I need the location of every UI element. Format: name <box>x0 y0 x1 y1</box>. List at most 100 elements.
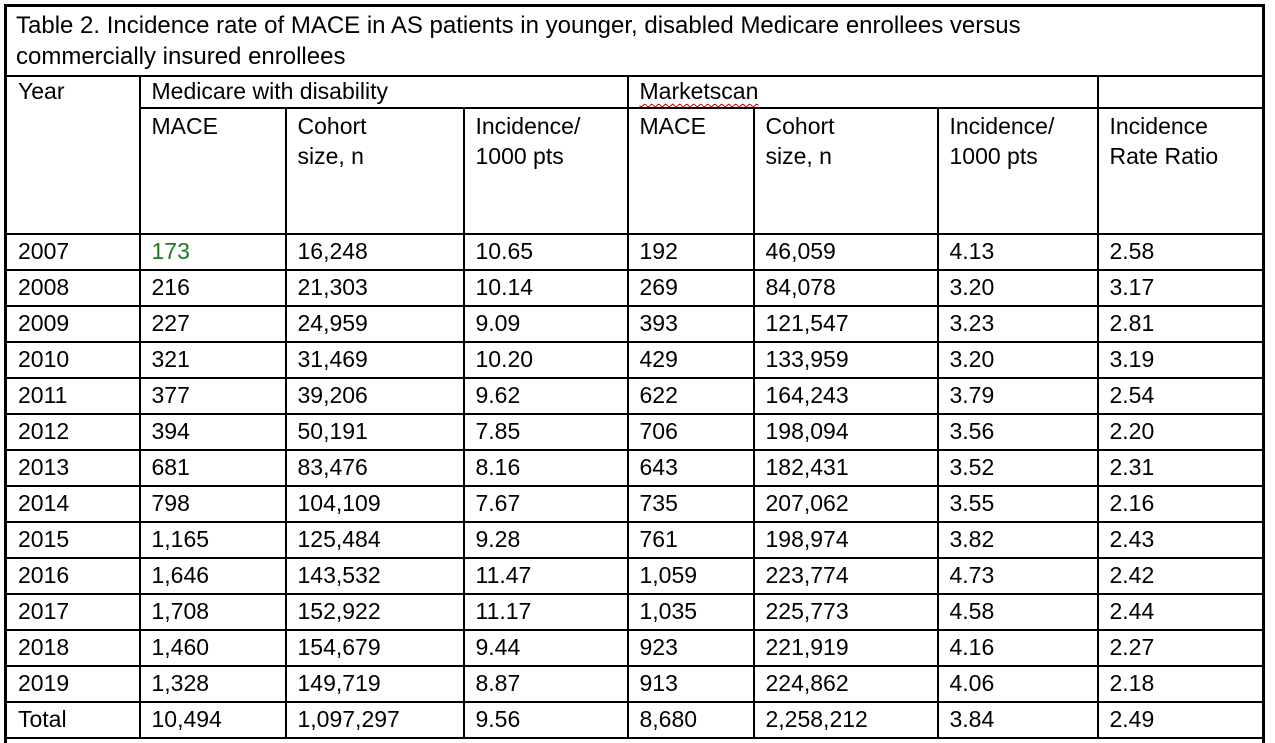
mace-marketscan-cell: 735 <box>626 485 755 523</box>
incidence-medicare-cell: 8.16 <box>462 449 629 487</box>
col-header-mace-medicare: MACE <box>138 107 287 235</box>
incidence-marketscan-cell: 3.84 <box>936 701 1099 739</box>
incidence-marketscan-cell: 3.23 <box>936 305 1099 343</box>
incidence-marketscan-cell: 4.13 <box>936 233 1099 271</box>
mace-medicare-cell: 394 <box>138 413 287 451</box>
year-cell: 2016 <box>4 557 141 595</box>
col-header-incidence-medicare: Incidence/ 1000 pts <box>462 107 629 235</box>
incidence-medicare-cell: 8.87 <box>462 665 629 703</box>
mace-medicare-cell: 1,646 <box>138 557 287 595</box>
incidence-medicare-cell: 9.28 <box>462 521 629 559</box>
mace-medicare-cell: 1,165 <box>138 521 287 559</box>
cohort-marketscan-cell: 221,919 <box>752 629 939 667</box>
incidence-medicare-cell: 11.17 <box>462 593 629 631</box>
cohort-medicare-cell: 125,484 <box>284 521 465 559</box>
table-row: 2008 216 21,303 10.14 269 84,078 3.20 3.… <box>4 269 1265 307</box>
incidence-medicare-cell: 10.65 <box>462 233 629 271</box>
cohort-marketscan-cell: 46,059 <box>752 233 939 271</box>
mace-medicare-cell: 10,494 <box>138 701 287 739</box>
mace-marketscan-cell: 761 <box>626 521 755 559</box>
incidence-marketscan-cell: 4.16 <box>936 629 1099 667</box>
table-row: 2009 227 24,959 9.09 393 121,547 3.23 2.… <box>4 305 1265 343</box>
incidence-rate-ratio-cell: 2.27 <box>1096 629 1265 667</box>
incidence-medicare-cell: 9.09 <box>462 305 629 343</box>
cohort-medicare-cell: 154,679 <box>284 629 465 667</box>
col-header-cohort-marketscan: Cohort size, n <box>752 107 939 235</box>
mace-marketscan-cell: 643 <box>626 449 755 487</box>
mace-marketscan-cell: 192 <box>626 233 755 271</box>
irr-header-spacer <box>1096 75 1265 109</box>
incidence-rate-ratio-cell: 2.18 <box>1096 665 1265 703</box>
mace-medicare-cell: 681 <box>138 449 287 487</box>
mace-medicare-cell: 377 <box>138 377 287 415</box>
cohort-marketscan-cell: 164,243 <box>752 377 939 415</box>
table-row: 2016 1,646 143,532 11.47 1,059 223,774 4… <box>4 557 1265 595</box>
incidence-marketscan-cell: 3.79 <box>936 377 1099 415</box>
year-cell: 2019 <box>4 665 141 703</box>
incidence-rate-ratio-cell: 2.54 <box>1096 377 1265 415</box>
cohort-medicare-cell: 1,097,297 <box>284 701 465 739</box>
cohort-medicare-cell: 16,248 <box>284 233 465 271</box>
table-row: 2010 321 31,469 10.20 429 133,959 3.20 3… <box>4 341 1265 379</box>
year-cell: 2018 <box>4 629 141 667</box>
table-row: 2007 173 16,248 10.65 192 46,059 4.13 2.… <box>4 233 1265 271</box>
incidence-rate-ratio-cell: 2.43 <box>1096 521 1265 559</box>
table-row: 2012 394 50,191 7.85 706 198,094 3.56 2.… <box>4 413 1265 451</box>
mace-marketscan-cell: 706 <box>626 413 755 451</box>
title-row: Table 2. Incidence rate of MACE in AS pa… <box>4 4 1265 77</box>
cohort-marketscan-cell: 207,062 <box>752 485 939 523</box>
incidence-marketscan-cell: 3.82 <box>936 521 1099 559</box>
col-header-incidence-marketscan: Incidence/ 1000 pts <box>936 107 1099 235</box>
table-footnote: AS: axial spondyloarthritis; MACE: major… <box>4 737 1265 743</box>
incidence-rate-ratio-cell: 2.44 <box>1096 593 1265 631</box>
table-row: 2014 798 104,109 7.67 735 207,062 3.55 2… <box>4 485 1265 523</box>
cohort-medicare-cell: 31,469 <box>284 341 465 379</box>
incidence-medicare-cell: 7.67 <box>462 485 629 523</box>
incidence-rate-ratio-cell: 2.16 <box>1096 485 1265 523</box>
incidence-marketscan-cell: 4.58 <box>936 593 1099 631</box>
cohort-medicare-cell: 39,206 <box>284 377 465 415</box>
incidence-medicare-cell: 10.14 <box>462 269 629 307</box>
table-row: 2013 681 83,476 8.16 643 182,431 3.52 2.… <box>4 449 1265 487</box>
incidence-medicare-cell: 9.56 <box>462 701 629 739</box>
mace-medicare-cell: 216 <box>138 269 287 307</box>
year-cell: 2009 <box>4 305 141 343</box>
year-cell: 2015 <box>4 521 141 559</box>
year-cell: 2017 <box>4 593 141 631</box>
year-cell: 2014 <box>4 485 141 523</box>
cohort-marketscan-cell: 198,094 <box>752 413 939 451</box>
year-cell: 2008 <box>4 269 141 307</box>
mace-marketscan-cell: 913 <box>626 665 755 703</box>
table-row: 2018 1,460 154,679 9.44 923 221,919 4.16… <box>4 629 1265 667</box>
cohort-marketscan-cell: 133,959 <box>752 341 939 379</box>
cohort-medicare-cell: 143,532 <box>284 557 465 595</box>
year-cell: 2011 <box>4 377 141 415</box>
incidence-marketscan-cell: 3.52 <box>936 449 1099 487</box>
group-header-row: Year Medicare with disability Marketscan <box>4 75 1265 235</box>
incidence-medicare-cell: 9.44 <box>462 629 629 667</box>
year-cell: Total <box>4 701 141 739</box>
mace-medicare-cell: 798 <box>138 485 287 523</box>
year-cell: 2010 <box>4 341 141 379</box>
incidence-medicare-cell: 10.20 <box>462 341 629 379</box>
medicare-group-header: Medicare with disability <box>138 75 629 109</box>
incidence-marketscan-cell: 3.20 <box>936 341 1099 379</box>
cohort-medicare-cell: 24,959 <box>284 305 465 343</box>
incidence-medicare-cell: 7.85 <box>462 413 629 451</box>
mace-marketscan-cell: 622 <box>626 377 755 415</box>
incidence-rate-ratio-cell: 3.17 <box>1096 269 1265 307</box>
year-column-header: Year <box>4 75 141 235</box>
cohort-marketscan-cell: 224,862 <box>752 665 939 703</box>
cohort-marketscan-cell: 182,431 <box>752 449 939 487</box>
table-row: 2015 1,165 125,484 9.28 761 198,974 3.82… <box>4 521 1265 559</box>
incidence-marketscan-cell: 3.56 <box>936 413 1099 451</box>
cohort-marketscan-cell: 225,773 <box>752 593 939 631</box>
mace-medicare-cell: 321 <box>138 341 287 379</box>
mace-marketscan-cell: 1,059 <box>626 557 755 595</box>
incidence-marketscan-cell: 4.06 <box>936 665 1099 703</box>
mace-marketscan-cell: 393 <box>626 305 755 343</box>
col-header-mace-marketscan: MACE <box>626 107 755 235</box>
incidence-marketscan-cell: 3.20 <box>936 269 1099 307</box>
cohort-marketscan-cell: 121,547 <box>752 305 939 343</box>
